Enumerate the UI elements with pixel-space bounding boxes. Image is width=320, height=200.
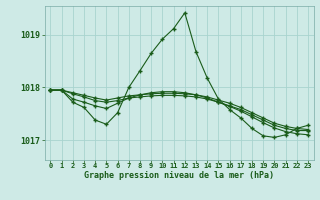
X-axis label: Graphe pression niveau de la mer (hPa): Graphe pression niveau de la mer (hPa) [84, 171, 274, 180]
